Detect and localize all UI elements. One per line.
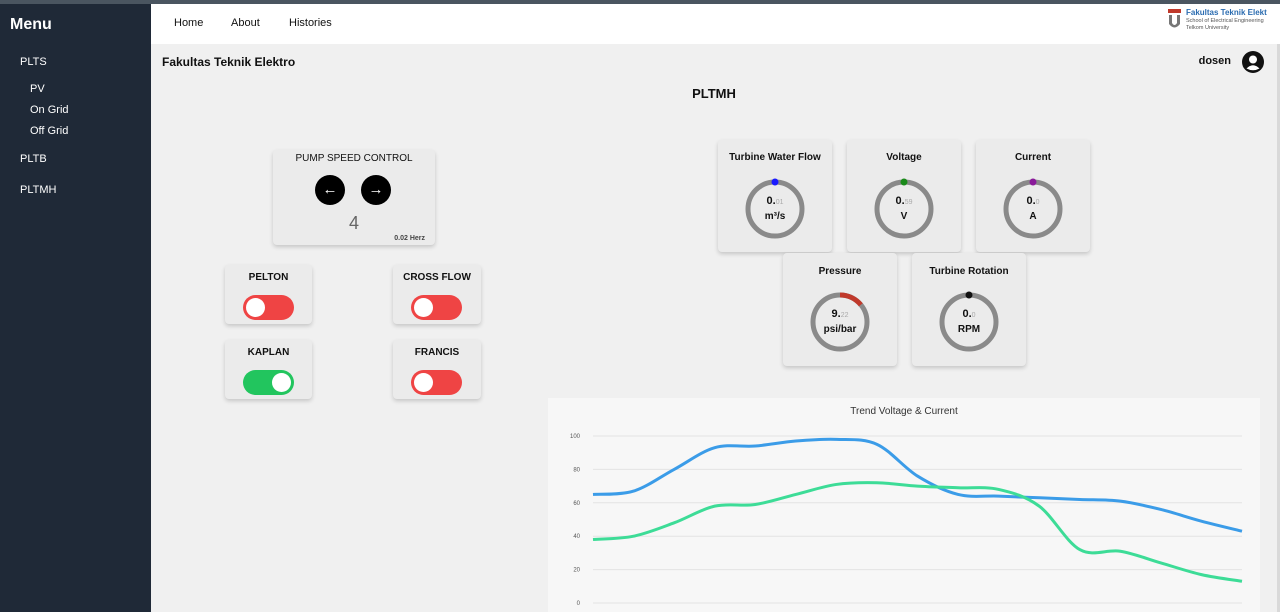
voltage-card: Voltage 0.59 V — [847, 140, 961, 252]
top-navbar: Home About Histories Fakultas Teknik Ele… — [151, 4, 1280, 44]
gauge-ring — [874, 178, 934, 239]
decrease-speed-button[interactable]: ← — [315, 175, 345, 205]
rotation-value: 0.0 — [962, 308, 976, 320]
university-logo-mark — [1168, 9, 1181, 28]
toggle-knob — [414, 373, 433, 392]
window-top-strip — [0, 0, 1280, 4]
toggle-knob — [272, 373, 291, 392]
pelton-card: PELTON — [225, 265, 312, 324]
rotation-label: Turbine Rotation — [929, 266, 1009, 277]
current-unit: A — [1029, 211, 1037, 222]
kaplan-card: KAPLAN — [225, 340, 312, 399]
pressure-label: Pressure — [818, 266, 862, 277]
gauge-ring — [745, 178, 805, 239]
sidebar-item-pv[interactable]: PV — [30, 83, 45, 95]
pressure-gauge: 9.22 psi/bar — [809, 291, 871, 353]
rotation-gauge: 0.0 RPM — [938, 291, 1000, 353]
water-flow-label: Turbine Water Flow — [729, 152, 821, 163]
kaplan-label: KAPLAN — [247, 347, 290, 358]
francis-label: FRANCIS — [414, 347, 460, 358]
current-value: 0.0 — [1026, 195, 1040, 207]
gauge-ring — [810, 292, 870, 352]
trend-chart: 0 20 40 60 80 100 — [570, 434, 1243, 607]
pressure-card: Pressure 9.22 psi/bar — [783, 253, 897, 366]
nav-about-link[interactable]: About — [231, 17, 260, 29]
pressure-value: 9.22 — [831, 308, 849, 320]
sidebar-title: Menu — [10, 16, 52, 33]
page-title: PLTMH — [692, 86, 736, 101]
sidebar-item-on-grid[interactable]: On Grid — [30, 104, 69, 116]
gauge-indicator-dot — [900, 178, 908, 186]
gauge-fill-arc — [810, 292, 870, 352]
gauge-track — [874, 179, 934, 239]
increase-speed-button[interactable]: → — [361, 175, 391, 205]
cross-flow-card: CROSS FLOW — [393, 265, 481, 324]
chart-title: Trend Voltage & Current — [850, 406, 958, 417]
voltage-unit: V — [900, 211, 908, 222]
sidebar-item-off-grid[interactable]: Off Grid — [30, 125, 69, 137]
pump-speed-value: 4 — [348, 213, 359, 233]
sidebar-item-pltb[interactable]: PLTB — [20, 153, 47, 165]
username: dosen — [1198, 55, 1231, 67]
y-tick-label: 20 — [573, 568, 580, 574]
cross-flow-label: CROSS FLOW — [403, 272, 471, 283]
water-flow-gauge: 0.01 m³/s — [744, 178, 806, 240]
gauge-ring — [1003, 178, 1063, 239]
gauge-indicator-dot — [965, 291, 973, 299]
voltage-series-line — [592, 437, 1243, 533]
trend-chart-card: Trend Voltage & Current 0 20 40 60 80 100 — [548, 398, 1260, 612]
nav-histories-link[interactable]: Histories — [289, 17, 332, 29]
pump-frequency: 0.02 Herz — [394, 235, 425, 242]
pump-speed-card: PUMP SPEED CONTROL ← → 4 0.02 Herz — [273, 150, 435, 245]
main-content: Fakultas Teknik Elektro dosen PLTMH PUMP… — [151, 44, 1277, 612]
toggle-knob — [414, 298, 433, 317]
pelton-toggle[interactable] — [243, 295, 294, 320]
y-tick-label: 80 — [573, 467, 580, 473]
voltage-gauge: 0.59 V — [873, 178, 935, 240]
gauge-track — [1003, 179, 1063, 239]
toggle-knob — [246, 298, 265, 317]
voltage-label: Voltage — [886, 152, 922, 163]
gauge-indicator-dot — [771, 178, 779, 186]
rotation-unit: RPM — [957, 324, 981, 335]
logo-line-2: School of Electrical Engineering — [1186, 18, 1264, 24]
university-logo: Fakultas Teknik Elekt School of Electric… — [1164, 7, 1280, 35]
current-label: Current — [1014, 152, 1052, 163]
cross-flow-toggle[interactable] — [411, 295, 462, 320]
y-tick-label: 0 — [577, 601, 581, 607]
pump-speed-title: PUMP SPEED CONTROL — [295, 153, 413, 164]
water-flow-card: Turbine Water Flow 0.01 m³/s — [718, 140, 832, 252]
rotation-card: Turbine Rotation 0.0 RPM — [912, 253, 1026, 366]
voltage-value: 0.59 — [895, 195, 913, 207]
faculty-title: Fakultas Teknik Elektro — [162, 55, 296, 69]
user-avatar-icon[interactable] — [1242, 51, 1264, 73]
nav-home-link[interactable]: Home — [174, 17, 204, 29]
y-tick-label: 100 — [570, 434, 581, 440]
y-tick-label: 40 — [573, 534, 580, 540]
water-flow-unit: m³/s — [764, 211, 786, 222]
current-gauge: 0.0 A — [1002, 178, 1064, 240]
gauge-ring — [939, 291, 999, 352]
water-flow-value: 0.01 — [766, 195, 784, 207]
sidebar-item-plts[interactable]: PLTS — [20, 56, 47, 68]
francis-toggle[interactable] — [411, 370, 462, 395]
current-series-line — [592, 481, 1243, 583]
current-card: Current 0.0 A — [976, 140, 1090, 252]
logo-line-3: Telkom University — [1186, 25, 1230, 31]
francis-card: FRANCIS — [393, 340, 481, 399]
gauge-indicator-dot — [1029, 178, 1037, 186]
y-tick-label: 60 — [573, 501, 580, 507]
kaplan-toggle[interactable] — [243, 370, 294, 395]
sidebar-item-pltmh[interactable]: PLTMH — [20, 184, 57, 196]
scrollbar[interactable] — [1277, 44, 1280, 612]
logo-line-1: Fakultas Teknik Elekt — [1186, 8, 1267, 17]
pressure-unit: psi/bar — [823, 324, 857, 335]
gauge-track — [939, 292, 999, 352]
pelton-label: PELTON — [248, 272, 289, 283]
gauge-track — [745, 179, 805, 239]
sidebar: Menu PLTS PV On Grid Off Grid PLTB PLTMH — [0, 4, 151, 612]
